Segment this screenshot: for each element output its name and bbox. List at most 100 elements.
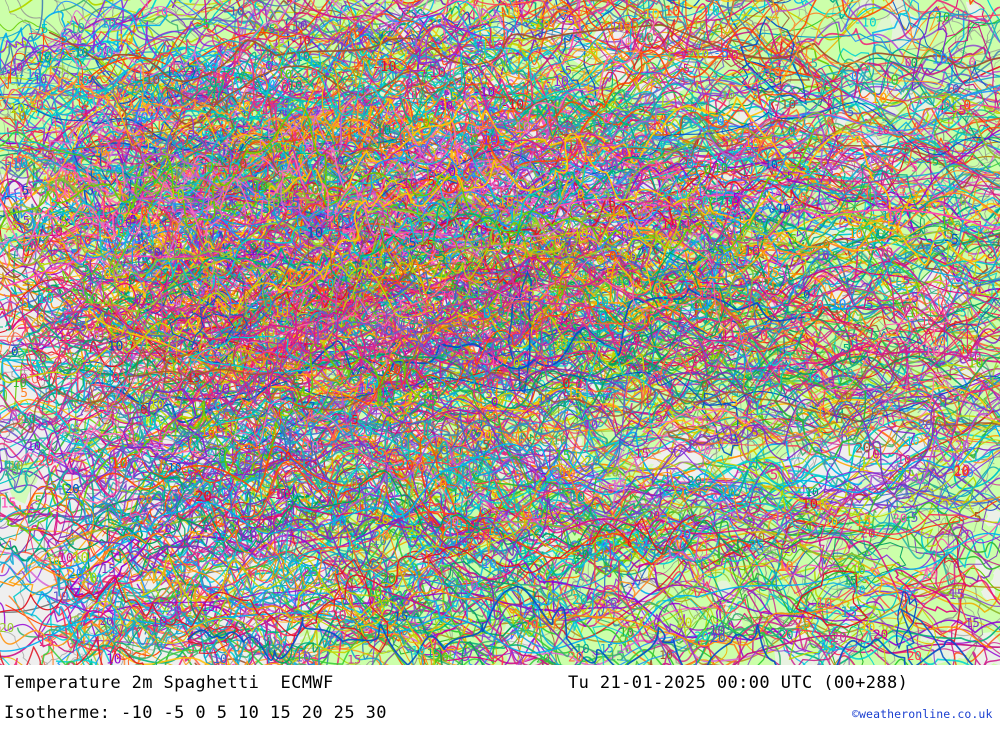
svg-text:0: 0 — [795, 345, 802, 360]
svg-text:-10: -10 — [111, 217, 132, 230]
svg-text:-10: -10 — [595, 159, 619, 174]
svg-text:20: 20 — [831, 631, 847, 646]
svg-text:-10: -10 — [194, 60, 217, 75]
svg-text:0: 0 — [422, 116, 429, 130]
svg-text:15: 15 — [965, 615, 980, 630]
svg-text:-10: -10 — [565, 227, 588, 242]
svg-text:5: 5 — [438, 249, 446, 265]
svg-text:10: 10 — [860, 620, 875, 635]
svg-text:-10: -10 — [228, 100, 251, 115]
svg-text:-5: -5 — [5, 220, 19, 233]
svg-text:10: 10 — [393, 436, 408, 451]
svg-text:-10: -10 — [217, 163, 239, 177]
svg-text:10: 10 — [213, 382, 230, 398]
svg-text:20: 20 — [918, 418, 933, 432]
svg-text:10: 10 — [9, 459, 24, 473]
svg-text:-10: -10 — [507, 120, 531, 136]
svg-text:25: 25 — [242, 526, 258, 541]
svg-text:5: 5 — [152, 442, 159, 456]
svg-text:-5: -5 — [892, 182, 906, 196]
svg-text:10: 10 — [618, 642, 632, 656]
svg-text:-5: -5 — [14, 297, 30, 312]
svg-text:-5: -5 — [745, 90, 759, 103]
svg-text:15: 15 — [65, 422, 81, 437]
map-canvas[interactable]: -10 -10 -10 -10 -10 -10 -10 -10 -10 -10 -10 -10 -10-… — [0, 0, 1000, 665]
svg-text:10: 10 — [815, 248, 830, 262]
svg-text:0: 0 — [969, 55, 976, 68]
svg-text:10: 10 — [285, 271, 299, 285]
svg-text:20: 20 — [873, 627, 888, 642]
svg-text:-10: -10 — [473, 85, 495, 99]
svg-text:10: 10 — [441, 288, 455, 302]
svg-text:5: 5 — [454, 419, 461, 433]
svg-text:-5: -5 — [676, 62, 690, 76]
svg-text:0: 0 — [433, 297, 441, 312]
svg-text:5: 5 — [457, 143, 465, 158]
svg-text:20: 20 — [380, 571, 396, 587]
svg-text:5: 5 — [974, 510, 982, 526]
svg-text:-5: -5 — [184, 195, 200, 211]
svg-text:15: 15 — [347, 653, 361, 666]
svg-text:0: 0 — [704, 163, 712, 178]
svg-text:10: 10 — [622, 249, 637, 264]
svg-text:-10: -10 — [102, 163, 122, 176]
svg-text:-5: -5 — [536, 284, 549, 297]
svg-text:20: 20 — [855, 441, 871, 456]
svg-text:10: 10 — [72, 551, 89, 567]
svg-text:-10: -10 — [715, 195, 740, 211]
svg-text:-10: -10 — [607, 145, 628, 159]
svg-text:5: 5 — [563, 333, 570, 347]
svg-text:-5: -5 — [388, 84, 402, 98]
svg-text:0: 0 — [94, 199, 101, 214]
svg-text:-5: -5 — [446, 22, 460, 35]
svg-text:-10: -10 — [715, 49, 738, 64]
svg-text:0: 0 — [175, 297, 182, 310]
svg-text:-10: -10 — [27, 50, 52, 66]
svg-text:10: 10 — [615, 274, 629, 288]
svg-text:-10: -10 — [260, 142, 282, 156]
svg-text:-10: -10 — [67, 46, 88, 60]
svg-text:0: 0 — [220, 265, 227, 278]
svg-text:-5: -5 — [443, 89, 458, 104]
svg-text:20: 20 — [363, 501, 377, 514]
svg-text:-10: -10 — [377, 19, 398, 33]
svg-text:-5: -5 — [528, 17, 544, 33]
svg-text:0: 0 — [823, 237, 830, 251]
svg-text:-5: -5 — [401, 236, 417, 251]
svg-text:25: 25 — [189, 529, 203, 543]
svg-text:10: 10 — [212, 446, 226, 459]
svg-text:0: 0 — [445, 252, 452, 266]
svg-text:0: 0 — [67, 172, 75, 187]
svg-text:0: 0 — [214, 399, 221, 413]
svg-text:5: 5 — [97, 445, 105, 460]
svg-text:5: 5 — [440, 144, 448, 159]
svg-text:20: 20 — [783, 542, 797, 556]
svg-text:25: 25 — [795, 616, 812, 632]
svg-text:5: 5 — [514, 469, 522, 484]
svg-text:-5: -5 — [659, 292, 674, 307]
svg-text:0: 0 — [851, 69, 858, 83]
svg-text:10: 10 — [52, 590, 68, 606]
svg-text:-10: -10 — [270, 67, 292, 81]
svg-text:-5: -5 — [42, 310, 57, 325]
svg-text:-5: -5 — [941, 302, 955, 316]
svg-text:-5: -5 — [560, 13, 575, 28]
svg-text:-10: -10 — [421, 60, 441, 73]
svg-text:15: 15 — [394, 609, 409, 623]
svg-text:15: 15 — [816, 407, 831, 421]
svg-text:5: 5 — [661, 293, 669, 308]
svg-text:20: 20 — [397, 458, 413, 474]
svg-text:0: 0 — [10, 409, 17, 423]
svg-text:5: 5 — [485, 386, 493, 401]
svg-text:0: 0 — [555, 178, 562, 192]
svg-text:-10: -10 — [938, 82, 960, 96]
svg-text:-5: -5 — [52, 31, 68, 47]
svg-text:0: 0 — [463, 90, 471, 106]
svg-text:-5: -5 — [935, 142, 951, 157]
svg-text:15: 15 — [749, 481, 764, 496]
svg-text:5: 5 — [482, 437, 490, 452]
svg-text:15: 15 — [0, 496, 16, 511]
svg-text:10: 10 — [865, 447, 880, 462]
svg-text:-10: -10 — [158, 229, 181, 244]
svg-text:5: 5 — [58, 239, 66, 254]
